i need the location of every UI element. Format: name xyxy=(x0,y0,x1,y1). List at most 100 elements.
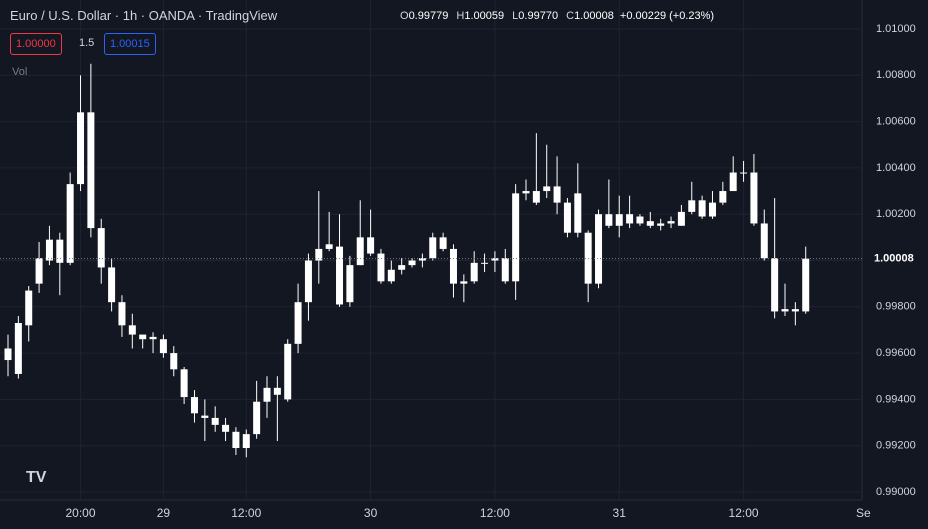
candle-body xyxy=(14,323,22,374)
candle-body xyxy=(408,260,416,266)
candle-body xyxy=(128,325,136,335)
y-tick-label: 0.99600 xyxy=(876,347,916,359)
candle-body xyxy=(232,431,240,449)
candle-body xyxy=(605,214,613,226)
y-tick-label: 0.99800 xyxy=(876,301,916,313)
candle-body xyxy=(470,262,478,282)
buy-button[interactable]: 1.00015 xyxy=(104,33,156,55)
last-price-label: 1.00008 xyxy=(874,253,914,265)
candle-body xyxy=(159,339,167,354)
candle-body xyxy=(615,214,623,226)
candle-body xyxy=(563,202,571,233)
y-tick-label: 0.99000 xyxy=(876,486,916,498)
candle-body xyxy=(294,302,302,344)
quote-change: +0.00229 (+0.23%) xyxy=(619,10,715,22)
candle-body xyxy=(325,244,333,249)
candle-body xyxy=(87,112,95,229)
candle-body xyxy=(367,237,375,254)
candle-body xyxy=(532,191,540,203)
candle-body xyxy=(791,309,799,312)
x-tick-label: 29 xyxy=(157,506,171,520)
candle-body xyxy=(346,265,354,303)
quote-key: O xyxy=(400,10,409,22)
y-tick-label: 0.99400 xyxy=(876,393,916,405)
x-tick-label: 12:00 xyxy=(231,506,261,520)
candle-body xyxy=(750,172,758,224)
x-tick-label: 20:00 xyxy=(66,506,96,520)
candle-body xyxy=(491,258,499,261)
candle-body xyxy=(481,262,489,264)
candle-body xyxy=(139,334,147,340)
y-tick-label: 0.99200 xyxy=(876,440,916,452)
candle-body xyxy=(149,336,157,340)
candle-body xyxy=(657,223,665,226)
candle-body xyxy=(760,223,768,259)
candle-body xyxy=(698,200,706,217)
candle-body xyxy=(4,348,12,361)
candle-body xyxy=(439,237,447,249)
candle-body xyxy=(35,258,43,284)
quote-value: 1.00059 xyxy=(464,10,505,22)
quote-value: 0.99779 xyxy=(408,10,449,22)
quote: O0.99779 H1.00059 L0.99770 C1.00008 +0.0… xyxy=(398,10,717,22)
candle-body xyxy=(180,369,188,398)
candle-body xyxy=(118,302,126,326)
candle-body xyxy=(377,253,385,282)
x-tick-label: 31 xyxy=(613,506,627,520)
candle-body xyxy=(429,237,437,259)
candle-body xyxy=(222,424,230,432)
candle-body xyxy=(460,281,468,284)
candle-body xyxy=(211,417,219,425)
candle-body xyxy=(170,353,178,370)
y-tick-label: 1.00800 xyxy=(876,69,916,81)
x-tick-label: 30 xyxy=(364,506,378,520)
candle-body xyxy=(273,387,281,395)
candle-body xyxy=(253,401,261,435)
candle-body xyxy=(729,172,737,192)
x-tick-label: 12:00 xyxy=(480,506,510,520)
y-tick-label: 1.00600 xyxy=(876,116,916,128)
quote-value: 1.00008 xyxy=(574,10,614,22)
candle-body xyxy=(108,267,116,303)
quote-key: L xyxy=(512,10,519,22)
x-tick-label: 12:00 xyxy=(729,506,759,520)
x-tick-label: Se xyxy=(856,506,871,520)
quote-key: H xyxy=(456,10,465,22)
candle-body xyxy=(284,343,292,400)
candle-body xyxy=(25,290,33,326)
candle-body xyxy=(512,193,520,282)
y-tick-label: 1.00200 xyxy=(876,208,916,220)
logo: TV xyxy=(26,469,47,486)
candle-body xyxy=(449,248,457,284)
candle-body xyxy=(646,221,654,226)
candle-body xyxy=(201,415,209,418)
quote-value: 0.99770 xyxy=(518,10,559,22)
candle-body xyxy=(574,193,582,233)
spread: 1.5 xyxy=(79,37,95,49)
candle-body xyxy=(802,258,810,312)
candle-body xyxy=(97,228,105,268)
candle-body xyxy=(595,214,603,284)
sell-button[interactable]: 1.00000 xyxy=(10,33,62,55)
candle-body xyxy=(304,260,312,303)
candle-body xyxy=(677,211,685,226)
symbol: Euro / U.S. Dollar xyxy=(10,8,112,23)
candle-body xyxy=(781,309,789,312)
interval: 1h xyxy=(122,8,138,23)
candle-body xyxy=(387,269,395,282)
candle-body xyxy=(77,112,85,185)
candle-body xyxy=(740,172,748,174)
candle-body xyxy=(636,216,644,224)
candle-body xyxy=(553,186,561,203)
header: Euro / U.S. Dollar · 1h · OANDA · Tradin… xyxy=(10,8,278,23)
candle-body xyxy=(336,246,344,305)
candle-body xyxy=(626,214,634,224)
candle-body xyxy=(190,397,198,414)
volume-toggle[interactable]: Vol xyxy=(12,66,28,78)
candle-body xyxy=(688,200,696,212)
candle-body xyxy=(522,191,530,194)
candle-body xyxy=(398,265,406,270)
candle-body xyxy=(315,248,323,261)
